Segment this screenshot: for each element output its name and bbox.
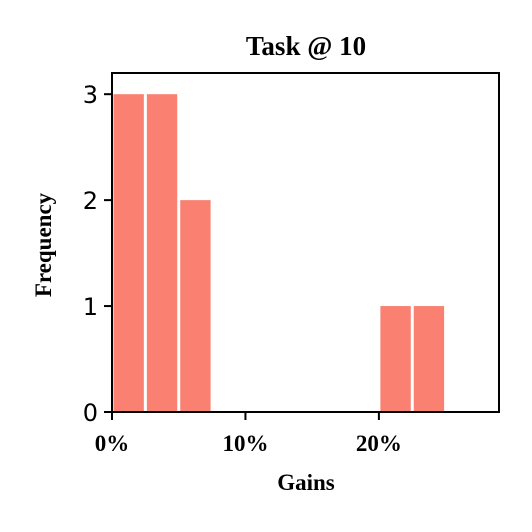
y-ticks-group: 0 1 2 3	[83, 81, 112, 427]
histogram-bar-5	[413, 306, 445, 412]
y-tick-label: 2	[83, 187, 98, 215]
y-tick-label: 1	[83, 293, 98, 321]
histogram-bar-3	[180, 200, 211, 412]
x-tick-label: 0%	[95, 431, 130, 456]
y-tick-label: 3	[83, 81, 98, 109]
plot-frame	[111, 72, 500, 413]
x-axis-label: Gains	[277, 470, 335, 495]
y-axis-label: Frequency	[31, 192, 56, 297]
x-tick-label: 20%	[356, 431, 402, 456]
x-ticks-group: 0% 10% 20%	[95, 412, 402, 456]
chart-title: Task @ 10	[246, 31, 366, 61]
y-tick-label: 0	[83, 399, 98, 427]
histogram-bar-2	[146, 94, 178, 412]
bars-group	[113, 94, 445, 412]
histogram-bar-1	[113, 94, 144, 412]
histogram-bar-4	[380, 306, 411, 412]
x-tick-label: 10%	[222, 431, 268, 456]
